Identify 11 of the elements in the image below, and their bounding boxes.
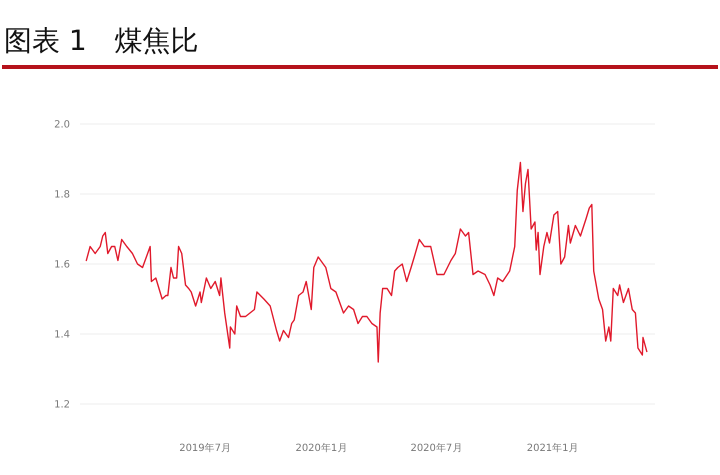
x-tick-label: 2020年7月 <box>410 442 462 454</box>
line-series <box>86 162 648 363</box>
y-tick-label: 1.2 <box>54 400 70 410</box>
y-tick-label: 1.8 <box>54 190 70 200</box>
y-tick-label: 1.6 <box>54 260 70 270</box>
chart-title: 图表 1 煤焦比 <box>4 24 199 57</box>
y-tick-label: 2.0 <box>54 120 70 130</box>
x-tick-label: 2021年1月 <box>526 442 579 454</box>
y-tick-label: 1.4 <box>54 330 70 340</box>
x-tick-label: 2019年7月 <box>179 442 232 454</box>
x-tick-label: 2020年1月 <box>295 442 348 454</box>
